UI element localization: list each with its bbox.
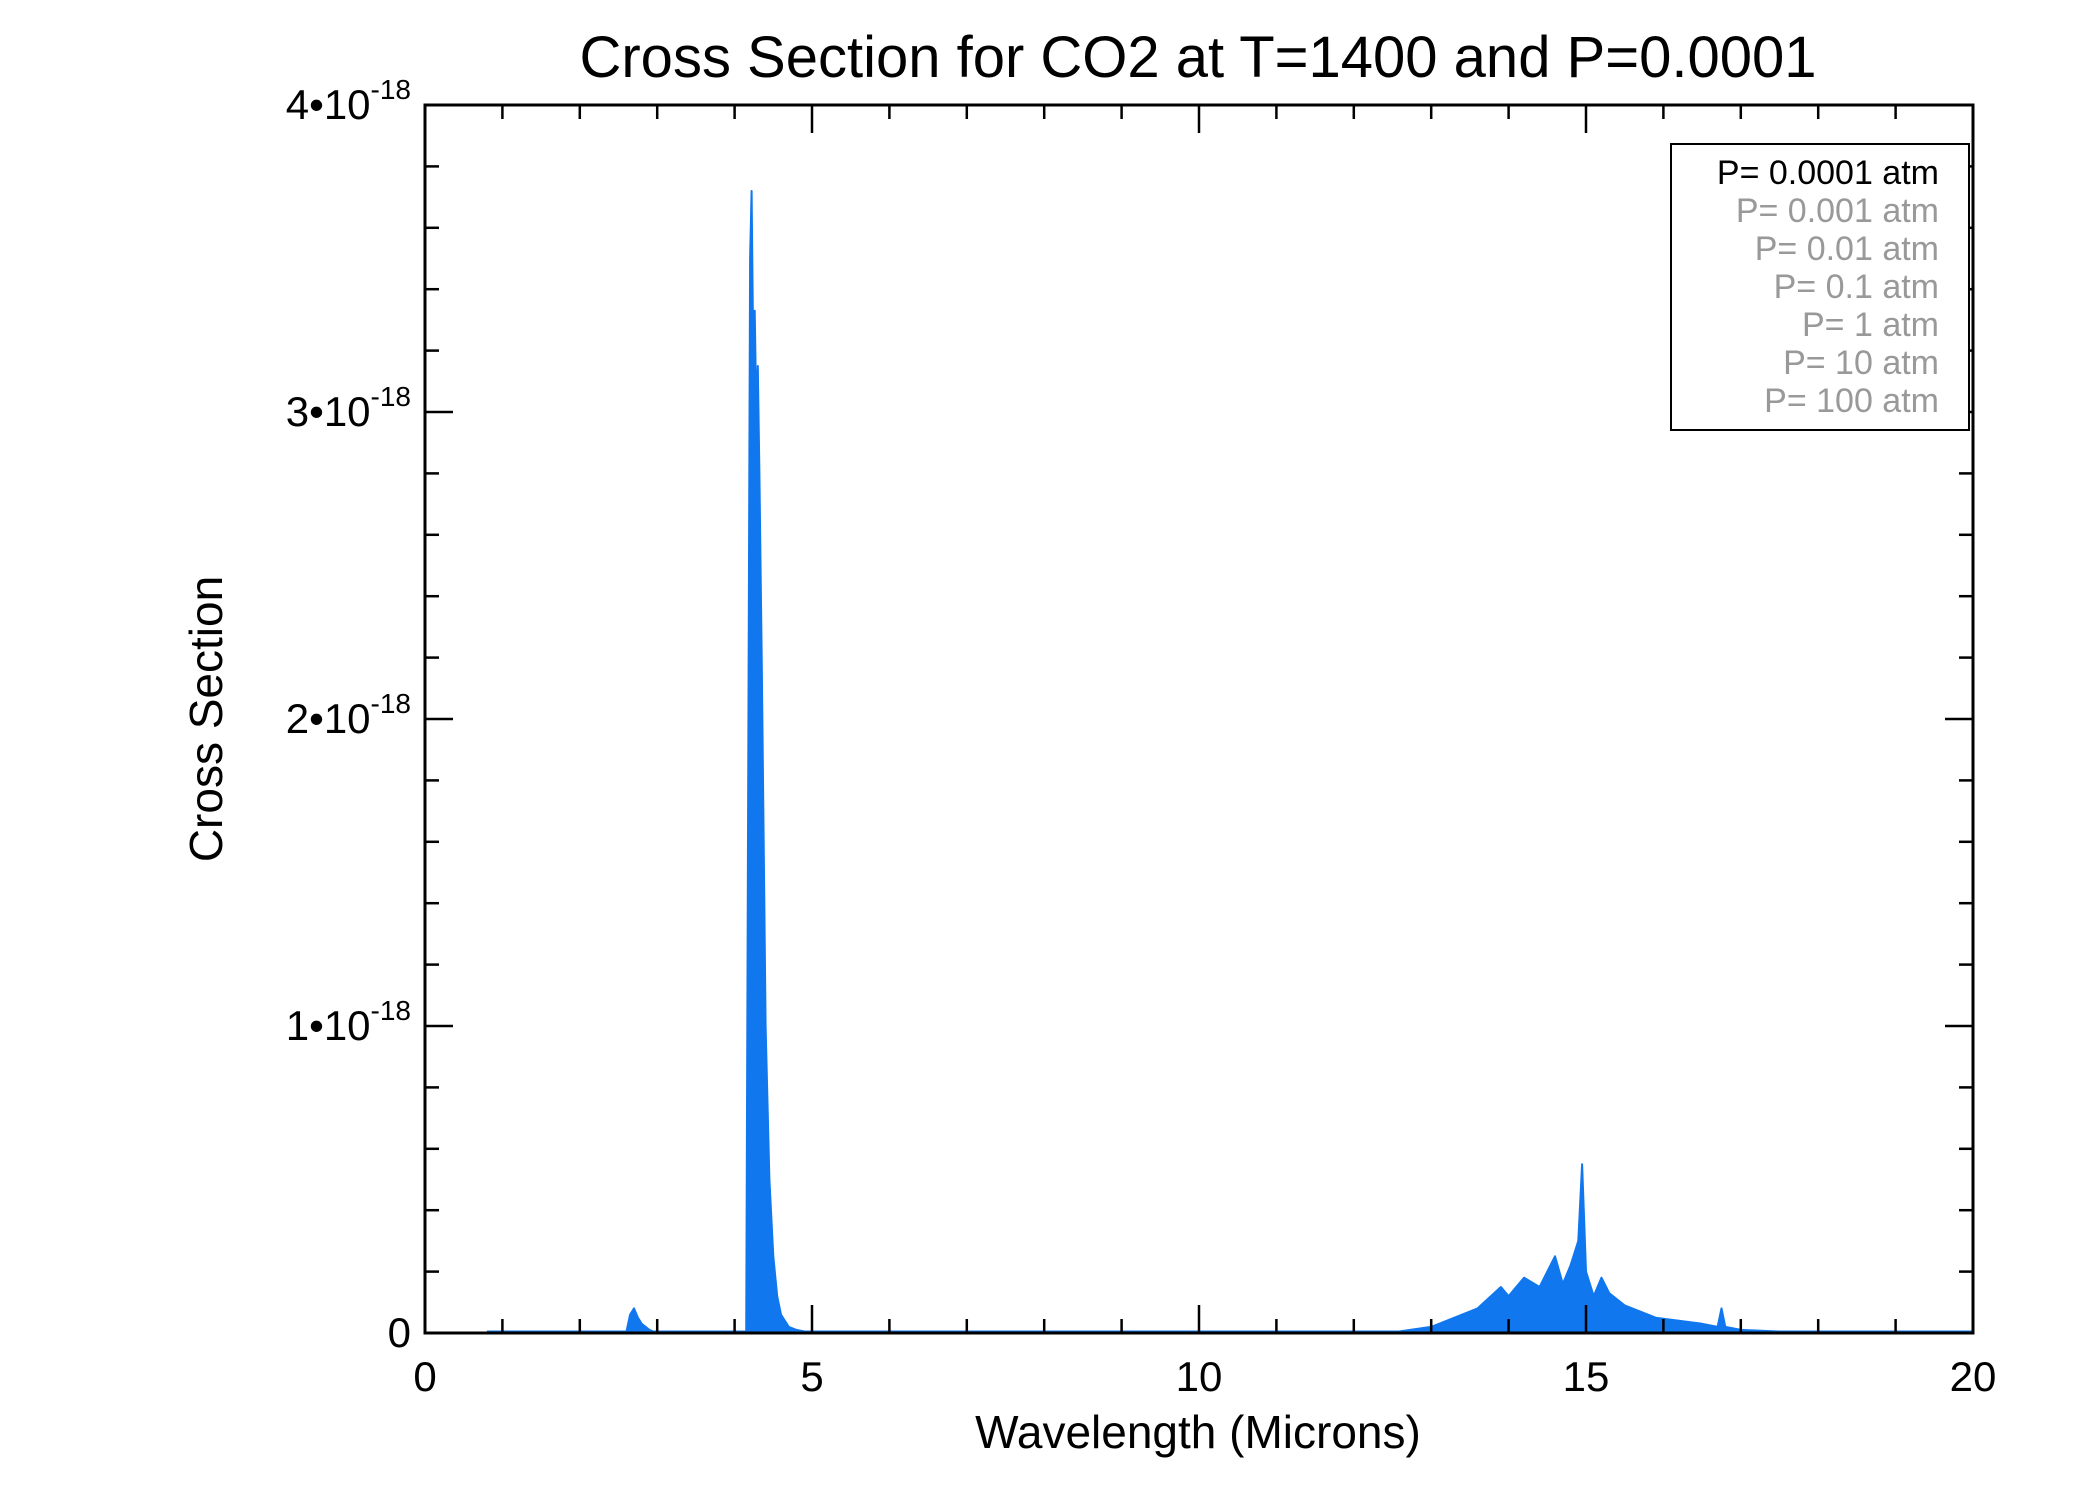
data-point [1581, 1163, 1583, 1165]
data-point [763, 871, 765, 874]
data-point [751, 190, 753, 192]
data-point [1717, 1326, 1719, 1328]
data-point [1453, 1317, 1455, 1319]
legend-entry: P= 100 atm [1764, 382, 1939, 420]
x-tick-label: 0 [413, 1353, 436, 1400]
data-point [752, 350, 754, 352]
data-point [1477, 1307, 1479, 1309]
data-point [1546, 1271, 1548, 1273]
data-point [1639, 1310, 1641, 1313]
data-point [1624, 1304, 1626, 1306]
legend-entry: P= 0.0001 atm [1717, 154, 1939, 192]
legend-entry: P= 0.1 atm [1774, 268, 1939, 306]
y-axis-label: Cross Section [180, 576, 232, 862]
data-point [1562, 1283, 1564, 1285]
chart-title: Cross Section for CO2 at T=1400 and P=0.… [579, 25, 1816, 90]
x-tick-label: 15 [1563, 1353, 1610, 1400]
data-point [1554, 1255, 1556, 1257]
data-point [768, 1178, 771, 1181]
data-point [1720, 1307, 1723, 1309]
data-point [633, 1307, 635, 1309]
data-point [1701, 1323, 1703, 1325]
data-point [1577, 1240, 1579, 1242]
plot-frame [423, 103, 1975, 1335]
data-point [755, 411, 757, 413]
data-point [1500, 1286, 1502, 1288]
data-point [629, 1314, 631, 1316]
data-point [772, 1255, 774, 1257]
data-point [641, 1323, 643, 1325]
x-tick-label: 5 [800, 1353, 823, 1400]
y-axis-label-group: Cross Section [180, 576, 232, 862]
data-point [648, 1329, 651, 1331]
data-point [1724, 1326, 1726, 1328]
data-point [780, 1314, 782, 1316]
legend-entry: P= 0.001 atm [1736, 192, 1939, 230]
x-tick-label: 20 [1950, 1353, 1997, 1400]
legend-entry: P= 0.01 atm [1755, 230, 1939, 268]
data-point [1593, 1295, 1595, 1297]
data-point [788, 1326, 790, 1328]
data-point [1600, 1277, 1603, 1279]
y-tick-label: 3•10-18 [286, 381, 411, 435]
data-point [1508, 1295, 1510, 1297]
data-point [1608, 1292, 1610, 1294]
x-tick-label: 10 [1176, 1353, 1223, 1400]
data-point [765, 1025, 767, 1027]
y-tick-label: 4•10-18 [286, 74, 411, 128]
data-point [776, 1295, 778, 1297]
data-point [757, 365, 759, 367]
data-point [754, 310, 756, 312]
x-axis-label: Wavelength (Microns) [975, 1406, 1421, 1458]
data-point [1655, 1317, 1657, 1319]
data-point [749, 257, 751, 260]
data-point [1539, 1286, 1541, 1288]
data-point [761, 657, 763, 659]
legend-entry: P= 10 atm [1783, 344, 1939, 382]
legend-box [1670, 143, 1970, 431]
data-point [637, 1317, 639, 1319]
y-tick-label: 2•10-18 [286, 688, 411, 742]
data-point [758, 472, 761, 474]
data-point [1678, 1320, 1680, 1322]
y-tick-label: 1•10-18 [286, 995, 411, 1049]
data-point [1585, 1271, 1587, 1273]
legend-entry: P= 1 atm [1802, 306, 1939, 344]
y-tick-label: 0 [388, 1309, 411, 1356]
data-point [1569, 1264, 1572, 1267]
data-point [1523, 1277, 1525, 1279]
data-point [795, 1329, 798, 1331]
ticks-layer: 0 5 10 15 20 0 1•10-18 2•10-18 3•10-18 4•10-18 [286, 74, 1997, 1400]
